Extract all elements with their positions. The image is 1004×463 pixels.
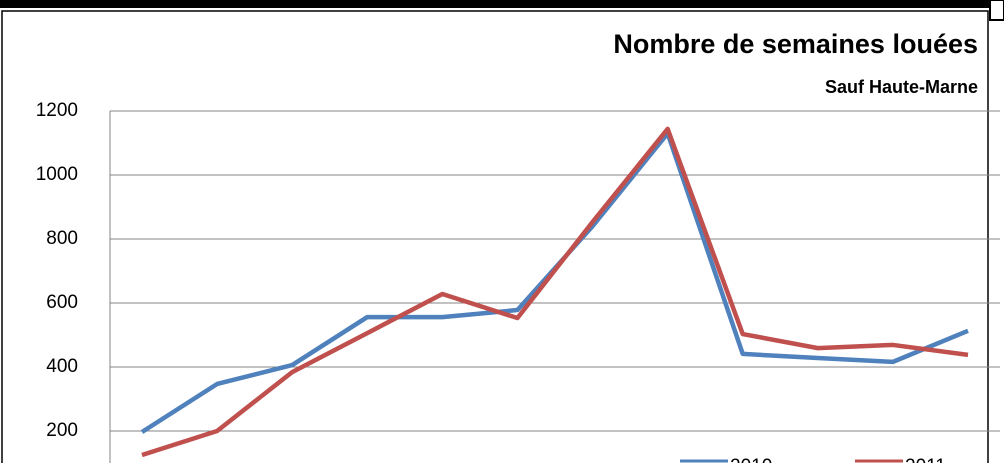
y-tick-label: 600 bbox=[46, 292, 78, 313]
y-tick-label: 400 bbox=[46, 356, 78, 377]
legend-label: 2011 bbox=[905, 456, 946, 463]
y-tick-label: 200 bbox=[46, 420, 78, 441]
top-bar bbox=[0, 0, 1004, 8]
chart-subtitle: Sauf Haute-Marne bbox=[825, 77, 978, 97]
corner-box bbox=[989, 0, 1004, 21]
line-series bbox=[141, 126, 969, 458]
legend-label: 2010 bbox=[730, 456, 772, 463]
chart-frame bbox=[1, 10, 989, 463]
y-tick-label: 800 bbox=[46, 228, 78, 249]
y-tick-label: 1200 bbox=[36, 100, 78, 121]
chart-title: Nombre de semaines louées bbox=[613, 29, 978, 59]
y-tick-label: 1000 bbox=[36, 164, 78, 185]
